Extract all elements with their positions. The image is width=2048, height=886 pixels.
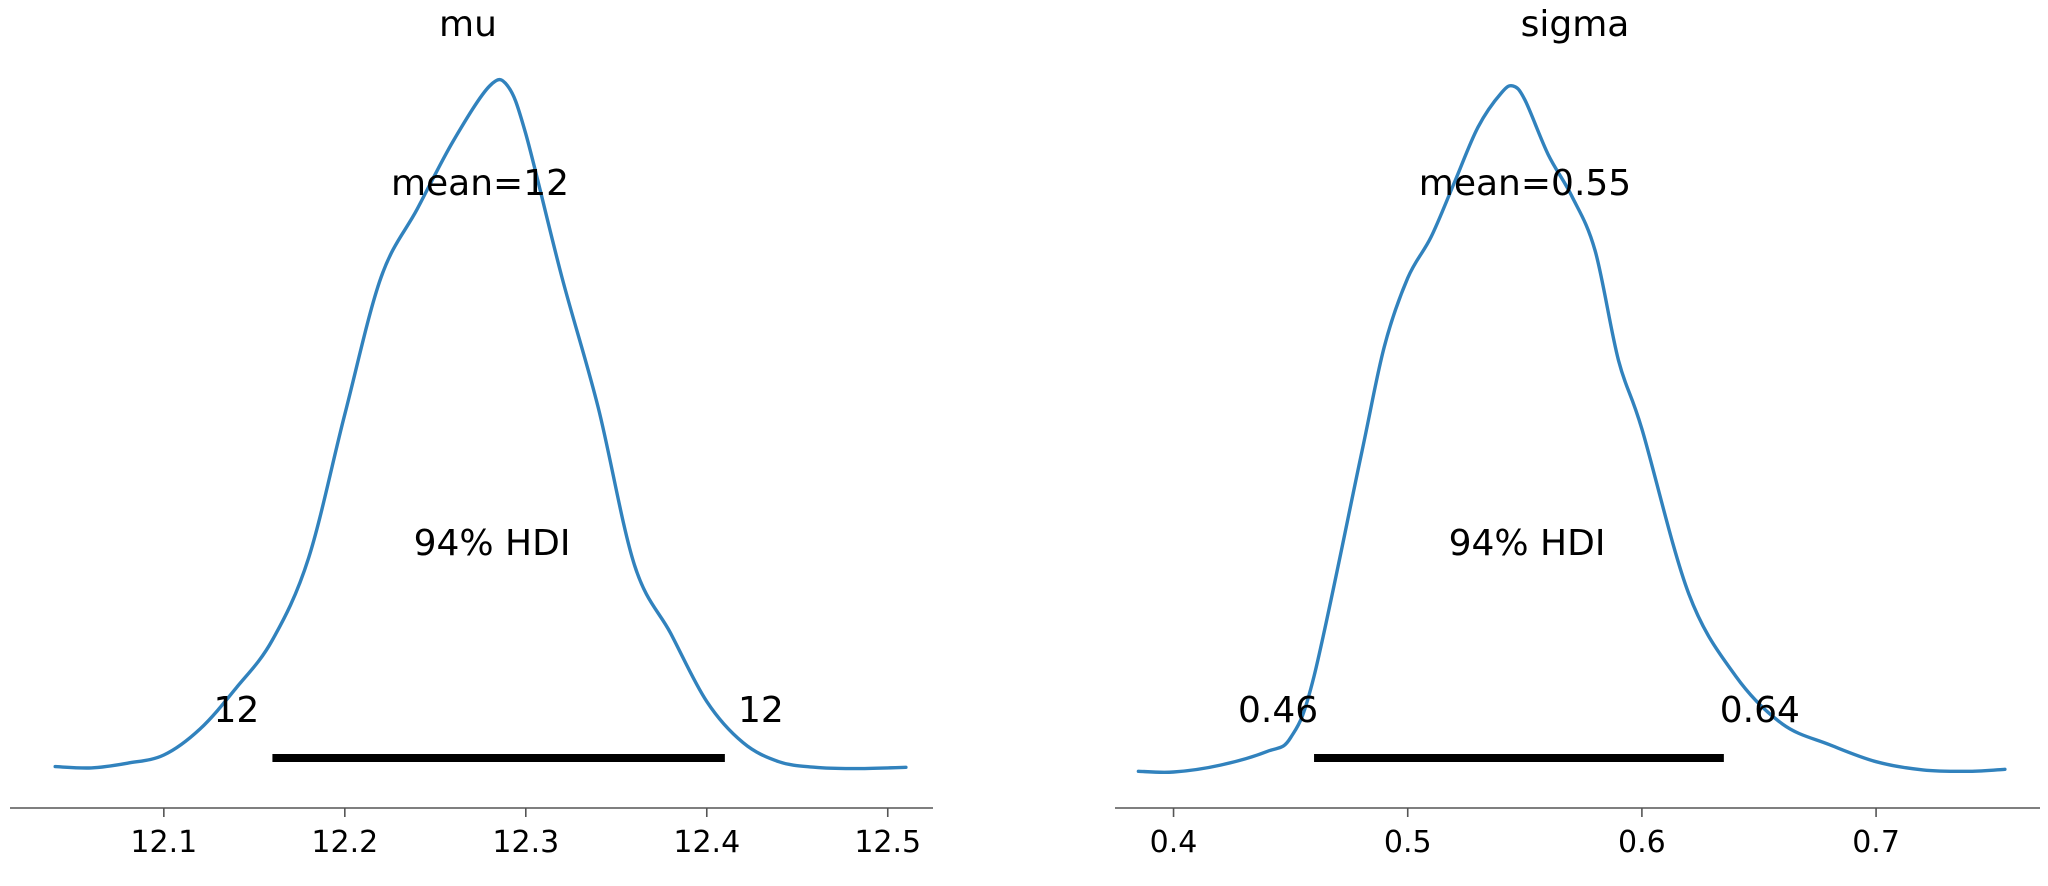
hdi-annotation: 94% HDI: [1449, 523, 1606, 564]
kde-curve: [53, 77, 908, 771]
hdi-high-label: 12: [738, 690, 784, 731]
x-tick-label: 0.7: [1852, 825, 1900, 860]
mean-annotation: mean=0.55: [1419, 163, 1631, 204]
x-tick-label: 12.5: [854, 825, 921, 860]
x-tick-label: 12.3: [492, 825, 559, 860]
hdi-high-label: 0.64: [1720, 690, 1800, 731]
posterior-panel-sigma: sigma 0.4 0.5 0.6 0.7 mean=0.55 94% HDI 0.4…: [1115, 4, 2040, 860]
kde-curve: [1136, 83, 2007, 775]
x-tick-label: 12.2: [311, 825, 378, 860]
x-tick-label: 0.5: [1384, 825, 1432, 860]
hdi-annotation: 94% HDI: [414, 523, 571, 564]
x-ticks: 12.1 12.2 12.3 12.4 12.5: [130, 808, 921, 860]
x-tick-label: 0.6: [1618, 825, 1666, 860]
panel-title: mu: [439, 4, 497, 45]
mean-annotation: mean=12: [391, 163, 569, 204]
hdi-low-label: 0.46: [1238, 690, 1318, 731]
x-tick-label: 0.4: [1150, 825, 1198, 860]
hdi-low-label: 12: [214, 690, 260, 731]
x-ticks: 0.4 0.5 0.6 0.7: [1150, 808, 1900, 860]
posterior-panel-mu: mu 12.1 12.2 12.3 12.4 12.5 mean=12 94% HDI …: [10, 4, 933, 860]
x-tick-label: 12.1: [130, 825, 197, 860]
panel-title: sigma: [1521, 4, 1630, 45]
x-tick-label: 12.4: [673, 825, 740, 860]
